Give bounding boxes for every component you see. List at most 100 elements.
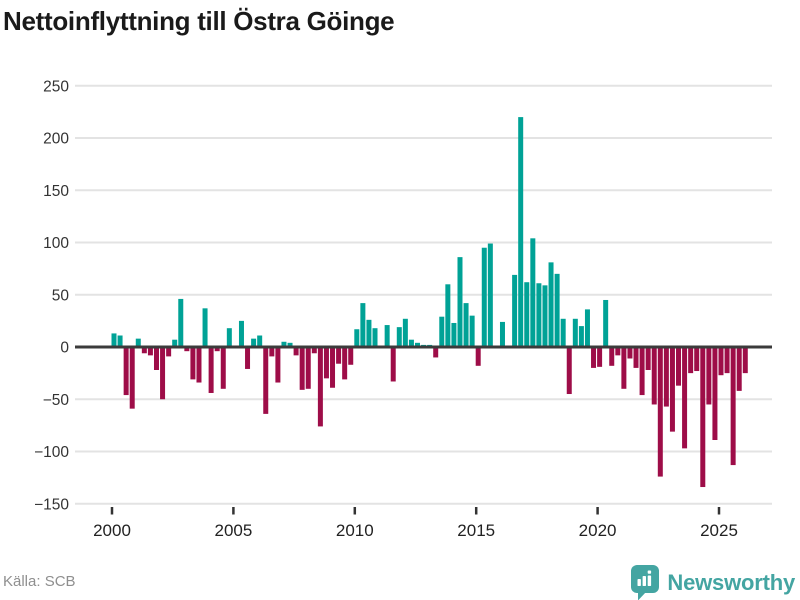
bar-negative: [615, 347, 621, 356]
bar-positive: [548, 262, 554, 347]
bar-positive: [584, 309, 590, 347]
bar-positive: [360, 303, 366, 347]
bar-positive: [415, 342, 420, 347]
y-axis-tick-label: 250: [43, 78, 69, 95]
bar-positive: [603, 299, 609, 347]
bar-negative: [742, 347, 748, 374]
bar-positive: [463, 303, 469, 347]
bar-positive: [560, 318, 566, 347]
bar-negative: [651, 347, 657, 405]
bar-positive: [251, 338, 257, 347]
bar-negative: [245, 347, 251, 369]
page-title: Nettoinflyttning till Östra Göinge: [3, 6, 395, 36]
bar-positive: [530, 238, 536, 347]
x-axis-tick-label: 2005: [214, 521, 252, 540]
bar-negative: [694, 347, 700, 372]
y-axis-tick-label: −150: [34, 496, 69, 513]
bar-positive: [512, 274, 518, 347]
bar-positive: [554, 273, 560, 347]
bar-positive: [542, 285, 548, 347]
bar-positive: [536, 283, 542, 347]
bar-positive: [402, 318, 408, 347]
bar-negative: [141, 347, 147, 354]
bar-positive: [281, 341, 287, 347]
bar-positive: [578, 326, 584, 347]
bar-positive: [372, 328, 378, 347]
y-axis-tick-label: −100: [34, 444, 69, 461]
bar-negative: [627, 347, 633, 359]
bar-negative: [566, 347, 572, 395]
bar-negative: [330, 347, 336, 388]
bar-positive: [487, 243, 493, 347]
bar-negative: [129, 347, 135, 409]
bar-positive: [445, 284, 451, 347]
bar-negative: [730, 347, 736, 466]
bar-positive: [439, 316, 445, 347]
bar-positive: [178, 298, 184, 347]
bar-positive: [499, 321, 505, 347]
bar-negative: [336, 347, 342, 364]
bar-negative: [633, 347, 639, 368]
bar-positive: [172, 339, 178, 347]
bar-positive: [396, 327, 402, 347]
y-axis-tick-label: −50: [43, 392, 70, 409]
bar-positive: [238, 320, 244, 348]
bar-negative: [293, 347, 299, 356]
bar-positive: [384, 325, 390, 348]
bar-positive: [111, 333, 117, 347]
bar-negative: [475, 347, 481, 366]
newsworthy-badge-icon: [631, 565, 660, 600]
bar-negative: [342, 347, 348, 380]
bar-negative: [348, 347, 354, 365]
bar-positive: [226, 328, 232, 347]
bar-negative: [220, 347, 226, 389]
bar-negative: [263, 347, 269, 414]
bar-positive: [202, 308, 208, 347]
bar-negative: [669, 347, 675, 432]
x-axis-tick-label: 2020: [579, 521, 617, 540]
bar-positive: [572, 318, 578, 347]
bar-negative: [609, 347, 615, 366]
bar-positive: [451, 322, 457, 347]
bar-negative: [657, 347, 663, 477]
bar-positive: [469, 315, 475, 347]
bar-negative: [700, 347, 706, 488]
x-axis-tick-label: 2025: [700, 521, 738, 540]
bar-negative: [676, 347, 682, 386]
bar-positive: [117, 335, 123, 347]
bar-negative: [153, 347, 159, 370]
bar-negative: [712, 347, 718, 440]
bar-negative: [190, 347, 196, 380]
bar-negative: [208, 347, 214, 393]
y-axis-tick-label: 100: [43, 235, 69, 252]
bar-negative: [433, 347, 439, 358]
bar-positive: [257, 335, 263, 347]
bar-negative: [317, 347, 323, 427]
bar-negative: [305, 347, 311, 389]
bar-positive: [457, 257, 463, 347]
bar-negative: [639, 347, 645, 396]
y-axis-tick-label: 0: [60, 340, 69, 357]
bar-positive: [366, 319, 372, 347]
bar-negative: [214, 347, 220, 352]
x-axis-tick-label: 2000: [93, 521, 131, 540]
x-axis-tick-label: 2015: [457, 521, 495, 540]
bar-negative: [311, 347, 317, 354]
bar-negative: [123, 347, 129, 396]
bar-negative: [597, 347, 603, 367]
bar-positive: [135, 338, 141, 347]
bar-negative: [160, 347, 166, 400]
bar-negative: [688, 347, 694, 374]
bar-negative: [591, 347, 597, 368]
x-axis-tick-label: 2010: [336, 521, 374, 540]
newsworthy-wordmark: Newsworthy: [667, 570, 795, 595]
newsworthy-logo: Newsworthy: [630, 565, 795, 600]
bar-negative: [299, 347, 305, 390]
bar-negative: [323, 347, 329, 379]
bar-positive: [518, 117, 524, 347]
source-label: Källa: SCB: [3, 573, 76, 590]
y-axis-tick-label: 200: [43, 131, 69, 148]
bar-negative: [147, 347, 153, 356]
bar-negative: [621, 347, 627, 389]
